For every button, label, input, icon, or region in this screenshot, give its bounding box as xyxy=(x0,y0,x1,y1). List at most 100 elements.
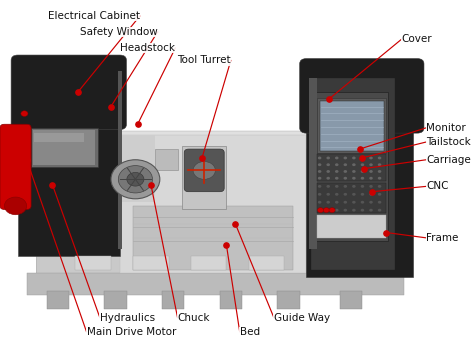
Text: Hydraulics: Hydraulics xyxy=(100,313,155,323)
Polygon shape xyxy=(18,64,120,256)
Circle shape xyxy=(335,201,338,204)
Circle shape xyxy=(361,193,364,196)
Circle shape xyxy=(327,157,330,159)
Circle shape xyxy=(361,163,364,166)
Text: Tailstock: Tailstock xyxy=(426,137,471,147)
FancyBboxPatch shape xyxy=(0,124,31,209)
Circle shape xyxy=(318,201,321,204)
Polygon shape xyxy=(248,256,284,270)
Circle shape xyxy=(327,185,330,188)
Polygon shape xyxy=(318,98,386,153)
Circle shape xyxy=(352,157,356,159)
Circle shape xyxy=(344,185,347,188)
Text: Cover: Cover xyxy=(402,34,432,44)
Circle shape xyxy=(378,193,382,196)
Circle shape xyxy=(335,177,338,180)
Text: Carriage: Carriage xyxy=(426,155,471,165)
Text: Frame: Frame xyxy=(426,233,458,243)
Polygon shape xyxy=(120,135,306,273)
Circle shape xyxy=(318,208,324,213)
Polygon shape xyxy=(46,291,69,309)
Circle shape xyxy=(369,170,373,173)
Circle shape xyxy=(327,193,330,196)
Circle shape xyxy=(369,209,373,212)
Circle shape xyxy=(344,170,347,173)
Text: CNC: CNC xyxy=(426,181,449,191)
Circle shape xyxy=(361,157,364,159)
Circle shape xyxy=(361,209,364,212)
Polygon shape xyxy=(191,256,227,270)
Circle shape xyxy=(352,163,356,166)
Polygon shape xyxy=(27,273,404,295)
Polygon shape xyxy=(309,78,318,248)
Circle shape xyxy=(327,177,330,180)
Polygon shape xyxy=(34,133,84,142)
Circle shape xyxy=(378,201,382,204)
Circle shape xyxy=(344,163,347,166)
Circle shape xyxy=(344,177,347,180)
Polygon shape xyxy=(162,291,184,309)
Circle shape xyxy=(352,185,356,188)
Text: Tool Turret: Tool Turret xyxy=(177,55,231,65)
Circle shape xyxy=(352,209,356,212)
Polygon shape xyxy=(318,154,386,181)
Circle shape xyxy=(318,209,321,212)
Circle shape xyxy=(318,177,321,180)
Circle shape xyxy=(352,193,356,196)
Polygon shape xyxy=(155,149,178,170)
Text: Bed: Bed xyxy=(240,327,260,337)
Circle shape xyxy=(111,160,160,199)
Polygon shape xyxy=(318,215,386,238)
Circle shape xyxy=(329,208,335,213)
Polygon shape xyxy=(36,131,391,149)
Circle shape xyxy=(118,165,153,193)
Text: Headstock: Headstock xyxy=(120,43,175,53)
FancyBboxPatch shape xyxy=(11,55,127,130)
Polygon shape xyxy=(120,135,155,202)
Circle shape xyxy=(327,170,330,173)
Circle shape xyxy=(378,209,382,212)
Polygon shape xyxy=(319,101,384,151)
Circle shape xyxy=(335,209,338,212)
Circle shape xyxy=(318,193,321,196)
Circle shape xyxy=(318,157,321,159)
Circle shape xyxy=(318,163,321,166)
Circle shape xyxy=(369,157,373,159)
Polygon shape xyxy=(75,256,111,270)
Circle shape xyxy=(21,111,28,116)
Polygon shape xyxy=(277,291,300,309)
Circle shape xyxy=(361,170,364,173)
Circle shape xyxy=(378,163,382,166)
Polygon shape xyxy=(318,183,386,213)
Circle shape xyxy=(361,201,364,204)
Circle shape xyxy=(378,185,382,188)
Circle shape xyxy=(369,193,373,196)
Circle shape xyxy=(318,170,321,173)
Text: Monitor: Monitor xyxy=(426,123,466,133)
Polygon shape xyxy=(133,206,293,270)
Text: Electrical Cabinet: Electrical Cabinet xyxy=(48,11,140,21)
Circle shape xyxy=(323,208,329,213)
Circle shape xyxy=(344,157,347,159)
Circle shape xyxy=(193,162,215,179)
Circle shape xyxy=(369,177,373,180)
Circle shape xyxy=(378,170,382,173)
Circle shape xyxy=(369,163,373,166)
Polygon shape xyxy=(36,142,391,277)
Polygon shape xyxy=(315,92,389,241)
Polygon shape xyxy=(339,291,362,309)
Circle shape xyxy=(361,185,364,188)
FancyBboxPatch shape xyxy=(300,59,424,133)
Circle shape xyxy=(335,157,338,159)
Polygon shape xyxy=(133,256,169,270)
Circle shape xyxy=(335,193,338,196)
Polygon shape xyxy=(33,130,95,165)
Circle shape xyxy=(378,177,382,180)
Circle shape xyxy=(335,185,338,188)
Text: Chuck: Chuck xyxy=(178,313,210,323)
Text: Safety Window: Safety Window xyxy=(80,27,157,37)
Circle shape xyxy=(344,209,347,212)
Circle shape xyxy=(327,209,330,212)
Circle shape xyxy=(369,201,373,204)
Circle shape xyxy=(318,185,321,188)
